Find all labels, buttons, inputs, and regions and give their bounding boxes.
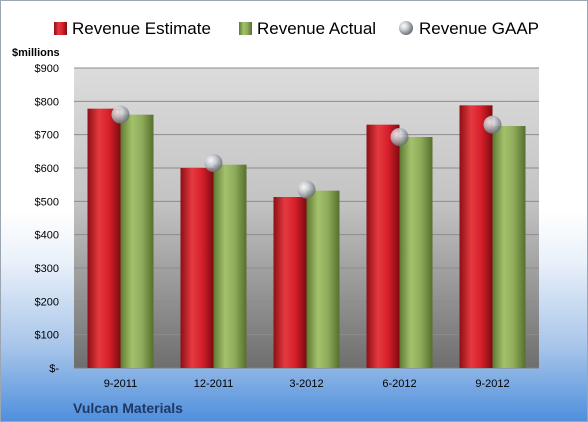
bar-revenue-actual — [492, 126, 526, 368]
gaap-markers — [111, 105, 502, 199]
x-tick-label: 9-2012 — [475, 378, 509, 390]
legend: Revenue Estimate Revenue Actual Revenue … — [54, 19, 539, 38]
x-tick-label: 9-2011 — [104, 378, 137, 390]
y-tick-label: $- — [49, 363, 59, 375]
legend-swatch-revenue-estimate — [54, 22, 67, 35]
y-axis: $- $100 $200 $300 $400 $500 $600 $700 $800 $900 — [35, 63, 60, 375]
legend-marker-revenue-gaap — [399, 21, 413, 35]
bar-revenue-estimate — [87, 108, 121, 369]
bar-revenue-estimate — [459, 105, 493, 368]
y-tick-label: $500 — [35, 196, 59, 208]
bar-revenue-actual — [213, 164, 247, 368]
legend-swatch-revenue-actual — [239, 22, 252, 35]
bars — [87, 105, 526, 369]
company-label: Vulcan Materials — [73, 400, 183, 416]
bar-revenue-estimate — [366, 124, 400, 369]
y-tick-label: $900 — [35, 63, 59, 75]
y-tick-label: $800 — [35, 96, 59, 108]
y-tick-label: $200 — [35, 296, 59, 308]
y-tick-label: $100 — [35, 330, 59, 342]
legend-label-revenue-gaap: Revenue GAAP — [419, 19, 539, 38]
legend-label-revenue-estimate: Revenue Estimate — [72, 19, 211, 38]
bar-revenue-actual — [306, 190, 340, 368]
bar-revenue-estimate — [273, 197, 307, 368]
marker-revenue-gaap — [111, 105, 130, 124]
x-tick-label: 3-2012 — [289, 378, 323, 390]
y-tick-label: $300 — [35, 263, 59, 275]
marker-revenue-gaap — [204, 154, 223, 172]
y-tick-label: $400 — [35, 230, 59, 242]
bar-revenue-actual — [120, 114, 154, 369]
marker-revenue-gaap — [483, 115, 502, 134]
unit-label: $millions — [12, 47, 60, 59]
marker-revenue-gaap — [297, 180, 316, 199]
marker-revenue-gaap — [390, 128, 409, 146]
legend-label-revenue-actual: Revenue Actual — [257, 19, 376, 38]
x-tick-label: 6-2012 — [382, 378, 416, 390]
x-axis: 9-2011 12-2011 3-2012 6-2012 9-2012 — [104, 378, 510, 390]
bar-revenue-estimate — [180, 168, 214, 368]
y-tick-label: $600 — [35, 163, 59, 175]
bar-revenue-actual — [399, 137, 433, 368]
x-tick-label: 12-2011 — [194, 378, 234, 390]
y-tick-label: $700 — [35, 130, 59, 142]
